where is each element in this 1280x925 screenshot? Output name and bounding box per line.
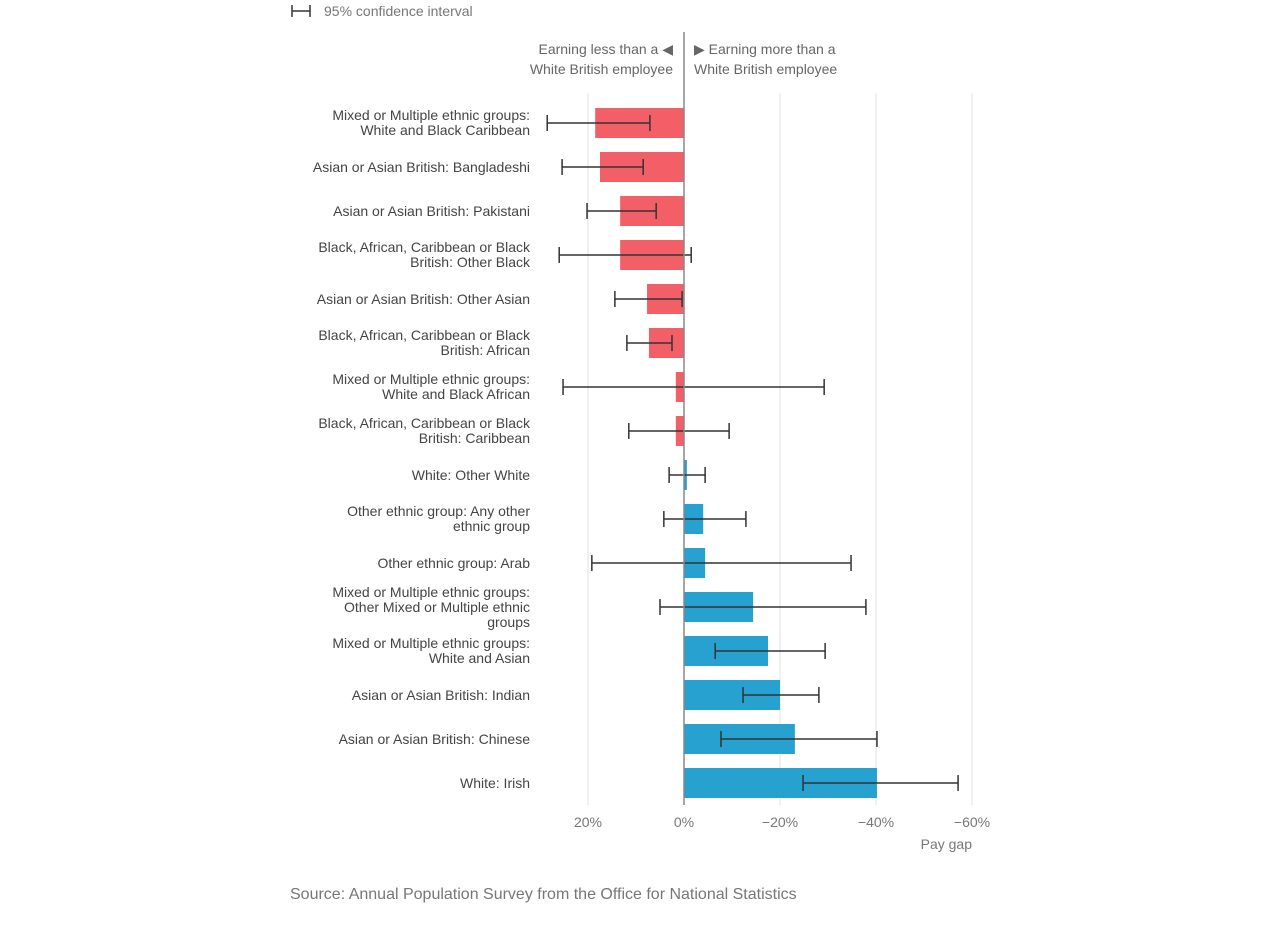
category-label: Mixed or Multiple ethnic groups: Other M…: [332, 583, 530, 630]
annotation: ▶ Earning more than a White British empl…: [694, 41, 838, 77]
x-tick-label: 0%: [673, 814, 695, 830]
category-label: Mixed or Multiple ethnic groups: White a…: [332, 635, 530, 666]
category-label: Black, African, Caribbean or Black Briti…: [318, 327, 530, 358]
annotation: Earning less than a ◀ White British empl…: [529, 41, 673, 77]
category-label: Mixed or Multiple ethnic groups: White a…: [332, 107, 530, 138]
category-label: Other ethnic group: Arab: [377, 554, 530, 571]
category-label: Asian or Asian British: Bangladeshi: [312, 158, 530, 175]
category-label: Asian or Asian British: Indian: [351, 686, 530, 703]
category-label: White: Other White: [411, 466, 530, 483]
legend-label: 95% confidence interval: [324, 3, 473, 19]
category-label: Asian or Asian British: Chinese: [338, 730, 530, 747]
x-tick-label: 20%: [573, 814, 603, 830]
category-label: Mixed or Multiple ethnic groups: White a…: [332, 371, 530, 402]
category-label: White: Irish: [459, 774, 530, 791]
x-tick-label: −60%: [953, 814, 991, 830]
category-label: Other ethnic group: Any other ethnic gro…: [347, 503, 530, 534]
x-axis-label: Pay gap: [920, 836, 972, 852]
source: Source: Annual Population Survey from th…: [290, 886, 797, 903]
category-label: Asian or Asian British: Pakistani: [333, 202, 530, 219]
x-tick-label: −20%: [761, 814, 799, 830]
x-tick-label: −40%: [857, 814, 895, 830]
category-label: Black, African, Caribbean or Black Briti…: [318, 415, 530, 446]
category-label: Asian or Asian British: Other Asian: [316, 290, 530, 307]
category-label: Black, African, Caribbean or Black Briti…: [318, 239, 530, 270]
